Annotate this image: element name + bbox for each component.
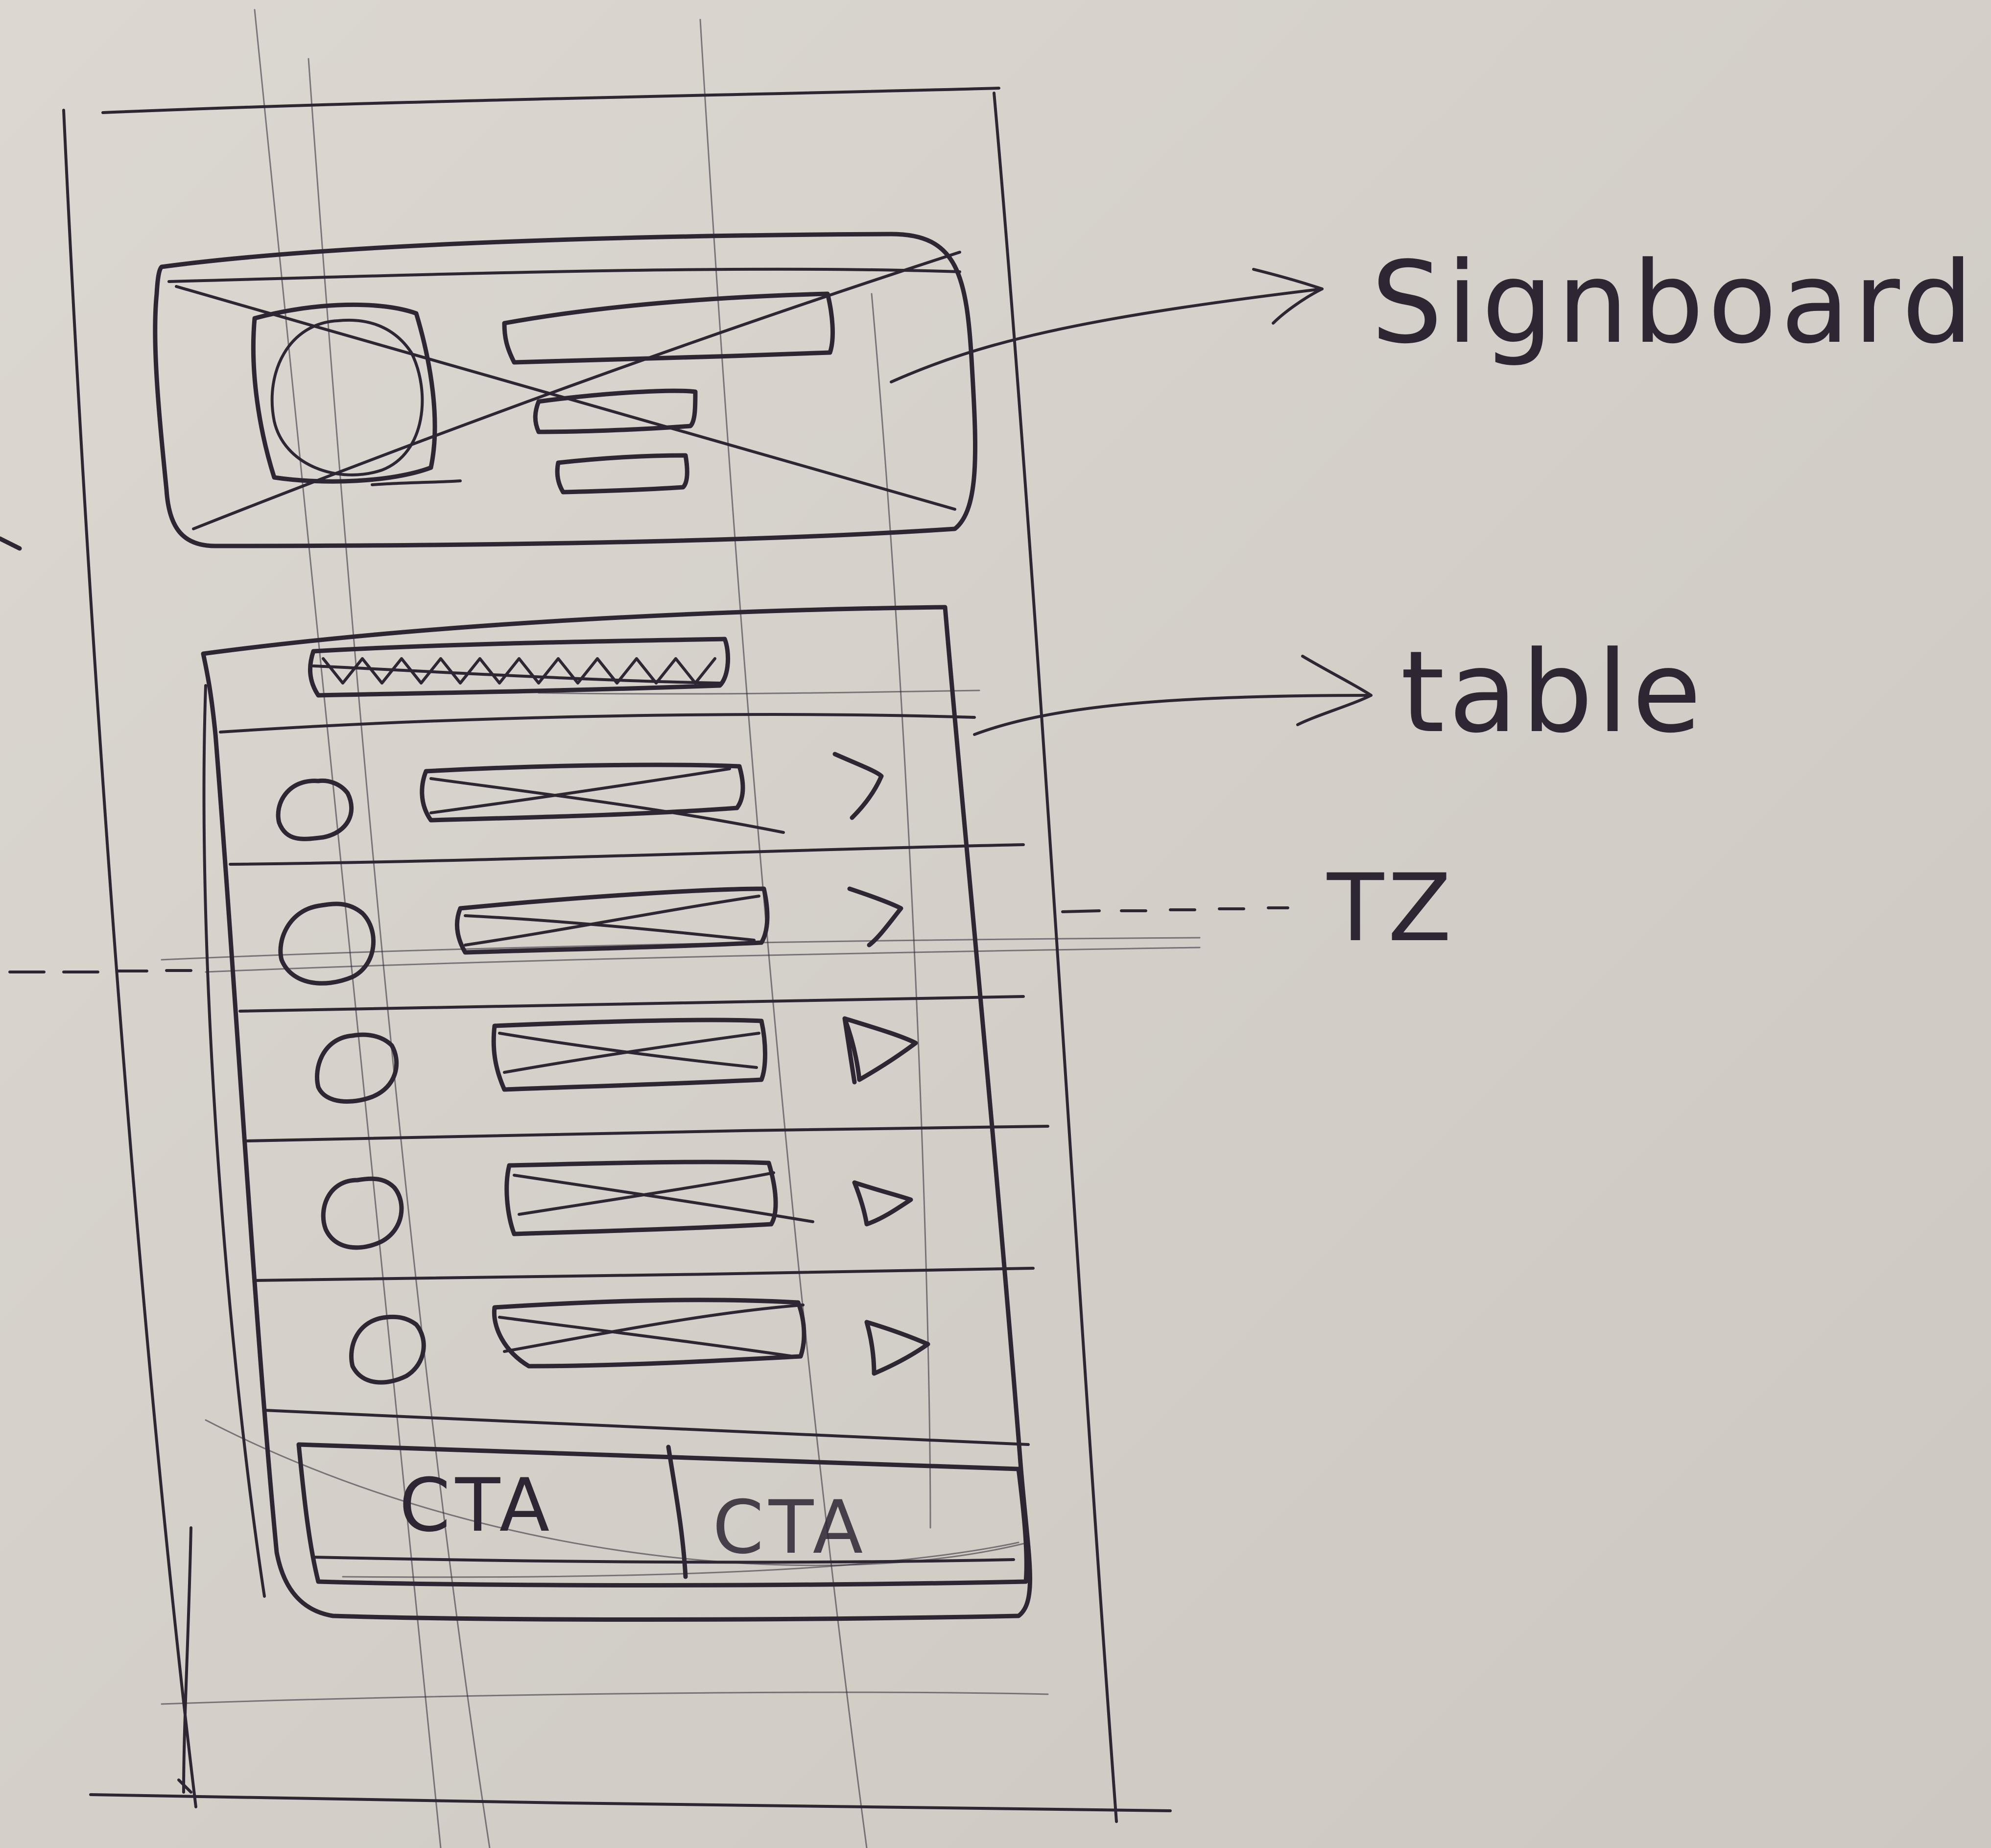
row-radio-circle[interactable] — [321, 1176, 404, 1250]
cta-primary-button[interactable]: CTA — [399, 1463, 555, 1548]
signboard-avatar — [251, 302, 462, 486]
row-text-placeholder — [491, 1018, 767, 1092]
row-text-placeholder — [454, 886, 770, 955]
row-text-placeholder — [492, 1298, 806, 1369]
annotation-tz-label: TZ — [1327, 854, 1456, 962]
cta-secondary-button[interactable]: CTA — [712, 1485, 868, 1570]
arrow-head-icon — [1296, 655, 1373, 726]
cta-bar — [296, 1442, 1029, 1587]
annotation-table-label: table — [1400, 627, 1706, 758]
row-radio-circle[interactable] — [278, 901, 376, 986]
table-row[interactable] — [278, 886, 903, 986]
device-frame — [0, 87, 1172, 1823]
chevron-right-icon[interactable] — [832, 752, 884, 820]
row-text-placeholder — [420, 762, 745, 823]
row-radio-circle[interactable] — [315, 1032, 399, 1104]
triangle-play-icon[interactable] — [864, 1320, 930, 1376]
row-text-placeholder — [504, 1160, 778, 1236]
triangle-play-icon[interactable] — [852, 1180, 913, 1227]
construction-lines — [161, 9, 1049, 1848]
table — [201, 605, 1049, 1622]
table-row[interactable] — [315, 1016, 918, 1104]
tz-guide — [8, 906, 1289, 973]
row-radio-circle[interactable] — [276, 778, 354, 841]
triangle-play-icon[interactable] — [842, 1016, 918, 1085]
signboard-text-lines — [502, 291, 835, 495]
row-radio-circle[interactable] — [349, 1314, 426, 1385]
annotation-arrows — [890, 268, 1373, 736]
signboard — [153, 232, 978, 548]
table-row[interactable] — [321, 1160, 913, 1250]
arrow-head-icon — [1252, 268, 1324, 325]
table-row[interactable] — [349, 1298, 930, 1385]
chevron-right-icon[interactable] — [847, 886, 903, 948]
table-row[interactable] — [276, 752, 884, 841]
annotation-signboard-label: Signboard — [1371, 238, 1977, 369]
